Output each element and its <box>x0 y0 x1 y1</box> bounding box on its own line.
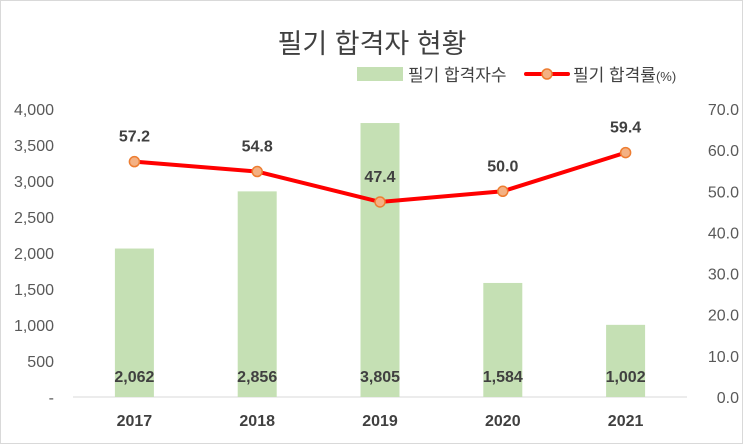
x-tick-label: 2021 <box>608 413 644 430</box>
y-right-tick-label: 30.0 <box>708 267 739 284</box>
y-left-tick-label: 2,000 <box>14 246 54 263</box>
legend-label-line: 필기 합격률(%) <box>573 66 676 85</box>
rate-marker <box>251 165 263 178</box>
left-axis-ticks: - 500 1,000 1,500 2,000 2,500 3,000 3,500 4,000 <box>14 102 54 407</box>
y-left-tick-label: 500 <box>27 354 54 371</box>
legend-swatch-bar <box>357 67 403 81</box>
bar-value-label: 2,062 <box>114 369 154 386</box>
right-axis-ticks: 0.0 10.0 20.0 30.0 40.0 50.0 60.0 70.0 <box>708 102 739 407</box>
y-left-tick-label: 1,000 <box>14 318 54 335</box>
rate-marker <box>497 185 509 198</box>
rate-value-label: 47.4 <box>364 169 395 186</box>
y-left-tick-label: 3,500 <box>14 138 54 155</box>
y-right-tick-label: 10.0 <box>708 349 739 366</box>
bar <box>114 248 154 397</box>
x-tick-label: 2017 <box>117 413 153 430</box>
x-tick-label: 2018 <box>239 413 275 430</box>
bar-value-label: 3,805 <box>360 369 400 386</box>
legend-label-bar: 필기 합격자수 <box>408 66 507 85</box>
y-left-tick-label: 1,500 <box>14 282 54 299</box>
bar <box>360 123 400 397</box>
y-right-tick-label: 50.0 <box>708 184 739 201</box>
bar-value-label: 2,856 <box>237 369 277 386</box>
bar <box>237 191 277 397</box>
y-right-tick-label: 60.0 <box>708 143 739 160</box>
x-tick-label: 2019 <box>362 413 398 430</box>
bar <box>483 282 523 397</box>
y-left-tick-label: - <box>49 390 54 407</box>
rate-marker <box>619 146 632 159</box>
y-left-tick-label: 4,000 <box>14 102 54 119</box>
rate-marker <box>374 196 386 208</box>
y-left-tick-label: 3,000 <box>14 174 54 191</box>
y-right-tick-label: 20.0 <box>708 308 739 325</box>
rate-value-label: 57.2 <box>119 129 150 146</box>
rate-value-label: 50.0 <box>487 158 518 175</box>
bar-series <box>114 123 646 397</box>
line-data-labels: 57.2 54.8 47.4 50.0 59.4 <box>119 120 641 186</box>
bar-value-label: 1,584 <box>483 369 523 386</box>
legend: 필기 합격자수 필기 합격률(%) <box>357 66 676 85</box>
y-right-tick-label: 70.0 <box>708 102 739 119</box>
bar-data-labels: 2,062 2,856 3,805 1,584 1,002 <box>114 369 645 386</box>
chart-title: 필기 합격자 현황 <box>278 29 467 59</box>
rate-value-label: 54.8 <box>242 139 273 156</box>
rate-value-label: 59.4 <box>610 120 641 137</box>
y-right-tick-label: 0.0 <box>717 390 739 407</box>
legend-swatch-marker <box>541 68 553 80</box>
legend-label-line-suffix: (%) <box>656 69 676 84</box>
bar-value-label: 1,002 <box>606 369 646 386</box>
rate-marker <box>128 155 141 168</box>
y-left-tick-label: 2,500 <box>14 210 54 227</box>
legend-label-line-name: 필기 합격률 <box>573 66 656 85</box>
x-tick-label: 2020 <box>485 413 521 430</box>
y-right-tick-label: 40.0 <box>708 225 739 242</box>
line-series <box>128 146 632 208</box>
bar <box>606 324 646 397</box>
x-axis-ticks: 2017 2018 2019 2020 2021 <box>117 413 644 430</box>
